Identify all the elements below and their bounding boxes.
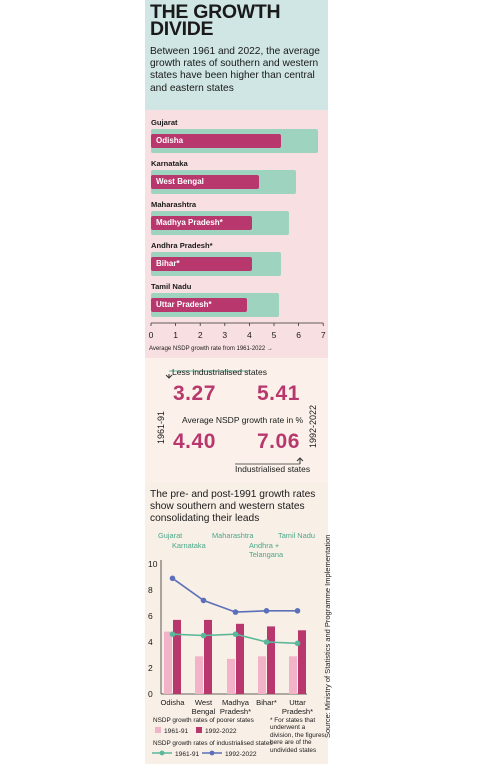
point-1992-2022 bbox=[232, 609, 239, 615]
x-tick-label: 7 bbox=[321, 330, 326, 340]
title-line-2: DIVIDE bbox=[150, 18, 214, 40]
category-label: West bbox=[195, 698, 213, 707]
period-left-label: 1961-91 bbox=[156, 410, 166, 444]
category-label: Pradesh* bbox=[282, 707, 313, 716]
x-tick-label: 1 bbox=[173, 330, 178, 340]
horizontal-bar-chart: Gujarat Odisha Karnataka West Bengal Maharas… bbox=[145, 110, 328, 358]
y-tick-label: 4 bbox=[148, 637, 153, 647]
bar-1961-91 bbox=[227, 658, 235, 694]
legend-label: 1961-91 bbox=[164, 728, 189, 735]
point-1992-2022 bbox=[169, 575, 176, 582]
x-tick-label: 0 bbox=[149, 330, 154, 340]
industrialised-state-label: Gujarat bbox=[151, 118, 178, 127]
less-1992-value: 5.41 bbox=[257, 382, 300, 405]
y-tick-label: 0 bbox=[148, 689, 153, 699]
less-industrialised-bar: Madhya Pradesh* bbox=[151, 216, 252, 230]
less-industrialised-bar: Uttar Pradesh* bbox=[151, 298, 247, 312]
legend-marker-1961-91 bbox=[159, 750, 165, 756]
y-tick-label: 2 bbox=[148, 663, 153, 673]
page-subtitle: Between 1961 and 2022, the average growt… bbox=[150, 46, 320, 94]
combo-chart-title: The pre- and post-1991 growth rates show… bbox=[150, 489, 316, 525]
legend-industrialised-heading: NSDP growth rates of industrialised stat… bbox=[153, 740, 273, 747]
bar-1992-2022 bbox=[173, 619, 181, 694]
category-label: Odisha bbox=[160, 698, 185, 707]
period-right-label: 1992-2022 bbox=[308, 404, 318, 448]
line-1992-2022 bbox=[172, 577, 298, 613]
industrialised-state-label: Tamil Nadu bbox=[151, 282, 192, 291]
point-1961-91 bbox=[294, 640, 301, 647]
industrialised-state-label: Maharashtra bbox=[151, 200, 197, 209]
page-title: THE GROWTH DIVIDE bbox=[150, 1, 281, 40]
category-label: Madhya bbox=[222, 698, 250, 707]
more-1992-value: 7.06 bbox=[257, 430, 300, 453]
more-1961-value: 4.40 bbox=[173, 430, 216, 453]
y-tick-label: 8 bbox=[148, 585, 153, 595]
x-tick-label: 4 bbox=[247, 330, 252, 340]
legend-swatch-1992-2022 bbox=[196, 727, 202, 733]
header-panel: THE GROWTH DIVIDE Between 1961 and 2022,… bbox=[145, 0, 328, 110]
legend-label: 1961-91 bbox=[175, 751, 200, 758]
industrialised-state-label: Tamil Nadu bbox=[278, 531, 315, 540]
point-1992-2022 bbox=[200, 597, 207, 604]
legend-swatch-1961-91 bbox=[155, 727, 161, 733]
industrialised-state-label: Andhra + bbox=[249, 541, 279, 550]
summary-connectors bbox=[165, 370, 304, 465]
point-1992-2022 bbox=[263, 608, 270, 614]
bar-1961-91 bbox=[164, 631, 172, 694]
combo-chart-panel: The pre- and post-1991 growth rates show… bbox=[145, 483, 328, 764]
bar-1992-2022 bbox=[298, 630, 306, 694]
point-1992-2022 bbox=[294, 608, 301, 614]
bar-1961-91 bbox=[195, 656, 203, 694]
bar-1961-91 bbox=[289, 656, 297, 694]
category-label: Uttar bbox=[289, 698, 306, 707]
less-1961-value: 3.27 bbox=[173, 382, 216, 405]
legend-label: 1992-2022 bbox=[205, 728, 237, 735]
footnote: * For states that underwent a division, … bbox=[270, 717, 325, 754]
point-1961-91 bbox=[169, 631, 176, 637]
industrialised-state-label: Karnataka bbox=[151, 159, 188, 168]
x-tick-label: 2 bbox=[198, 330, 203, 340]
legend-label: 1992-2022 bbox=[225, 751, 257, 758]
less-industrialised-bar: Odisha bbox=[151, 134, 282, 148]
x-tick-label: 5 bbox=[272, 330, 277, 340]
category-label: Pradesh* bbox=[220, 707, 251, 716]
point-1961-91 bbox=[200, 632, 207, 639]
less-industrialised-bar: Bihar* bbox=[151, 257, 252, 271]
less-industrialised-label: Less industrialised states bbox=[172, 367, 267, 377]
bar-chart-axis: 0 1 2 3 4 5 6 7 bbox=[149, 322, 326, 340]
summary-panel: Less industrialised states 3.27 5.41 Ave… bbox=[145, 358, 328, 483]
y-tick-label: 10 bbox=[148, 559, 158, 569]
category-label: Bengal bbox=[192, 707, 216, 716]
point-1961-91 bbox=[232, 631, 239, 637]
less-industrialised-bar: West Bengal bbox=[151, 175, 260, 189]
industrialised-state-label: Andhra Pradesh* bbox=[151, 241, 213, 250]
bar-chart-xlabel: Average NSDP growth rate from 1961-2022 … bbox=[149, 346, 273, 352]
title-line-1: THE GROWTH bbox=[150, 1, 281, 23]
legend-marker-1992-2022 bbox=[209, 750, 215, 756]
bar-1992-2022 bbox=[236, 623, 244, 694]
bar-1961-91 bbox=[258, 656, 266, 694]
industrialised-state-label: Karnataka bbox=[172, 541, 207, 550]
source-credit: Source: Ministry of Statistics and Progr… bbox=[323, 534, 332, 738]
industrialised-label: Industrialised states bbox=[235, 464, 311, 474]
y-tick-label: 6 bbox=[148, 611, 153, 621]
category-label: Bihar* bbox=[256, 698, 277, 707]
bar-1992-2022 bbox=[204, 619, 212, 694]
industrialised-state-label: Maharashtra bbox=[212, 531, 254, 540]
industrialised-state-label: Gujarat bbox=[158, 531, 182, 540]
legend-poorer-heading: NSDP growth rates of poorer states bbox=[153, 717, 254, 724]
bar-1992-2022 bbox=[267, 626, 275, 694]
x-tick-label: 6 bbox=[296, 330, 301, 340]
x-tick-label: 3 bbox=[222, 330, 227, 340]
metric-label: Average NSDP growth rate in % bbox=[182, 415, 304, 425]
industrialised-state-label: Telangana bbox=[249, 550, 284, 559]
point-1961-91 bbox=[263, 639, 270, 645]
